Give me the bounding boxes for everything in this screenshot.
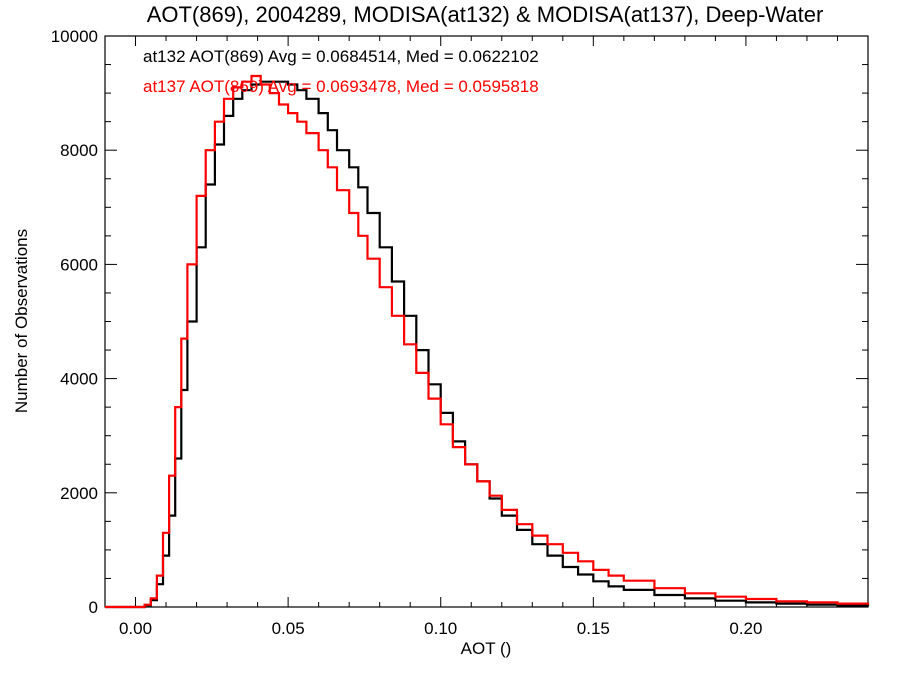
series-layer	[105, 74, 870, 609]
chart-title: AOT(869), 2004289, MODISA(at132) & MODIS…	[147, 2, 824, 27]
y-tick-label: 10000	[51, 27, 98, 46]
y-tick-label: 6000	[60, 255, 98, 274]
x-tick-label: 0.15	[577, 619, 610, 638]
annotation-at137: at137 AOT(869) Avg = 0.0693478, Med = 0.…	[143, 77, 539, 96]
y-tick-label: 2000	[60, 484, 98, 503]
annotation-at132: at132 AOT(869) Avg = 0.0684514, Med = 0.…	[143, 47, 539, 66]
x-tick-label: 0.10	[424, 619, 457, 638]
y-tick-label: 4000	[60, 370, 98, 389]
y-tick-label: 8000	[60, 141, 98, 160]
series-line-at132	[105, 80, 870, 609]
x-axis-label: AOT ()	[461, 639, 512, 658]
y-axis-label: Number of Observations	[12, 229, 31, 413]
y-tick-label: 0	[89, 598, 98, 617]
x-tick-label: 0.05	[272, 619, 305, 638]
x-tick-label: 0.00	[119, 619, 152, 638]
axis-ticks: 0.00 0.05 0.10 0.15 0.20 0 2000 4000 6000 8000 100…	[51, 27, 869, 638]
series-line-at137	[105, 74, 870, 609]
x-tick-label: 0.20	[729, 619, 762, 638]
